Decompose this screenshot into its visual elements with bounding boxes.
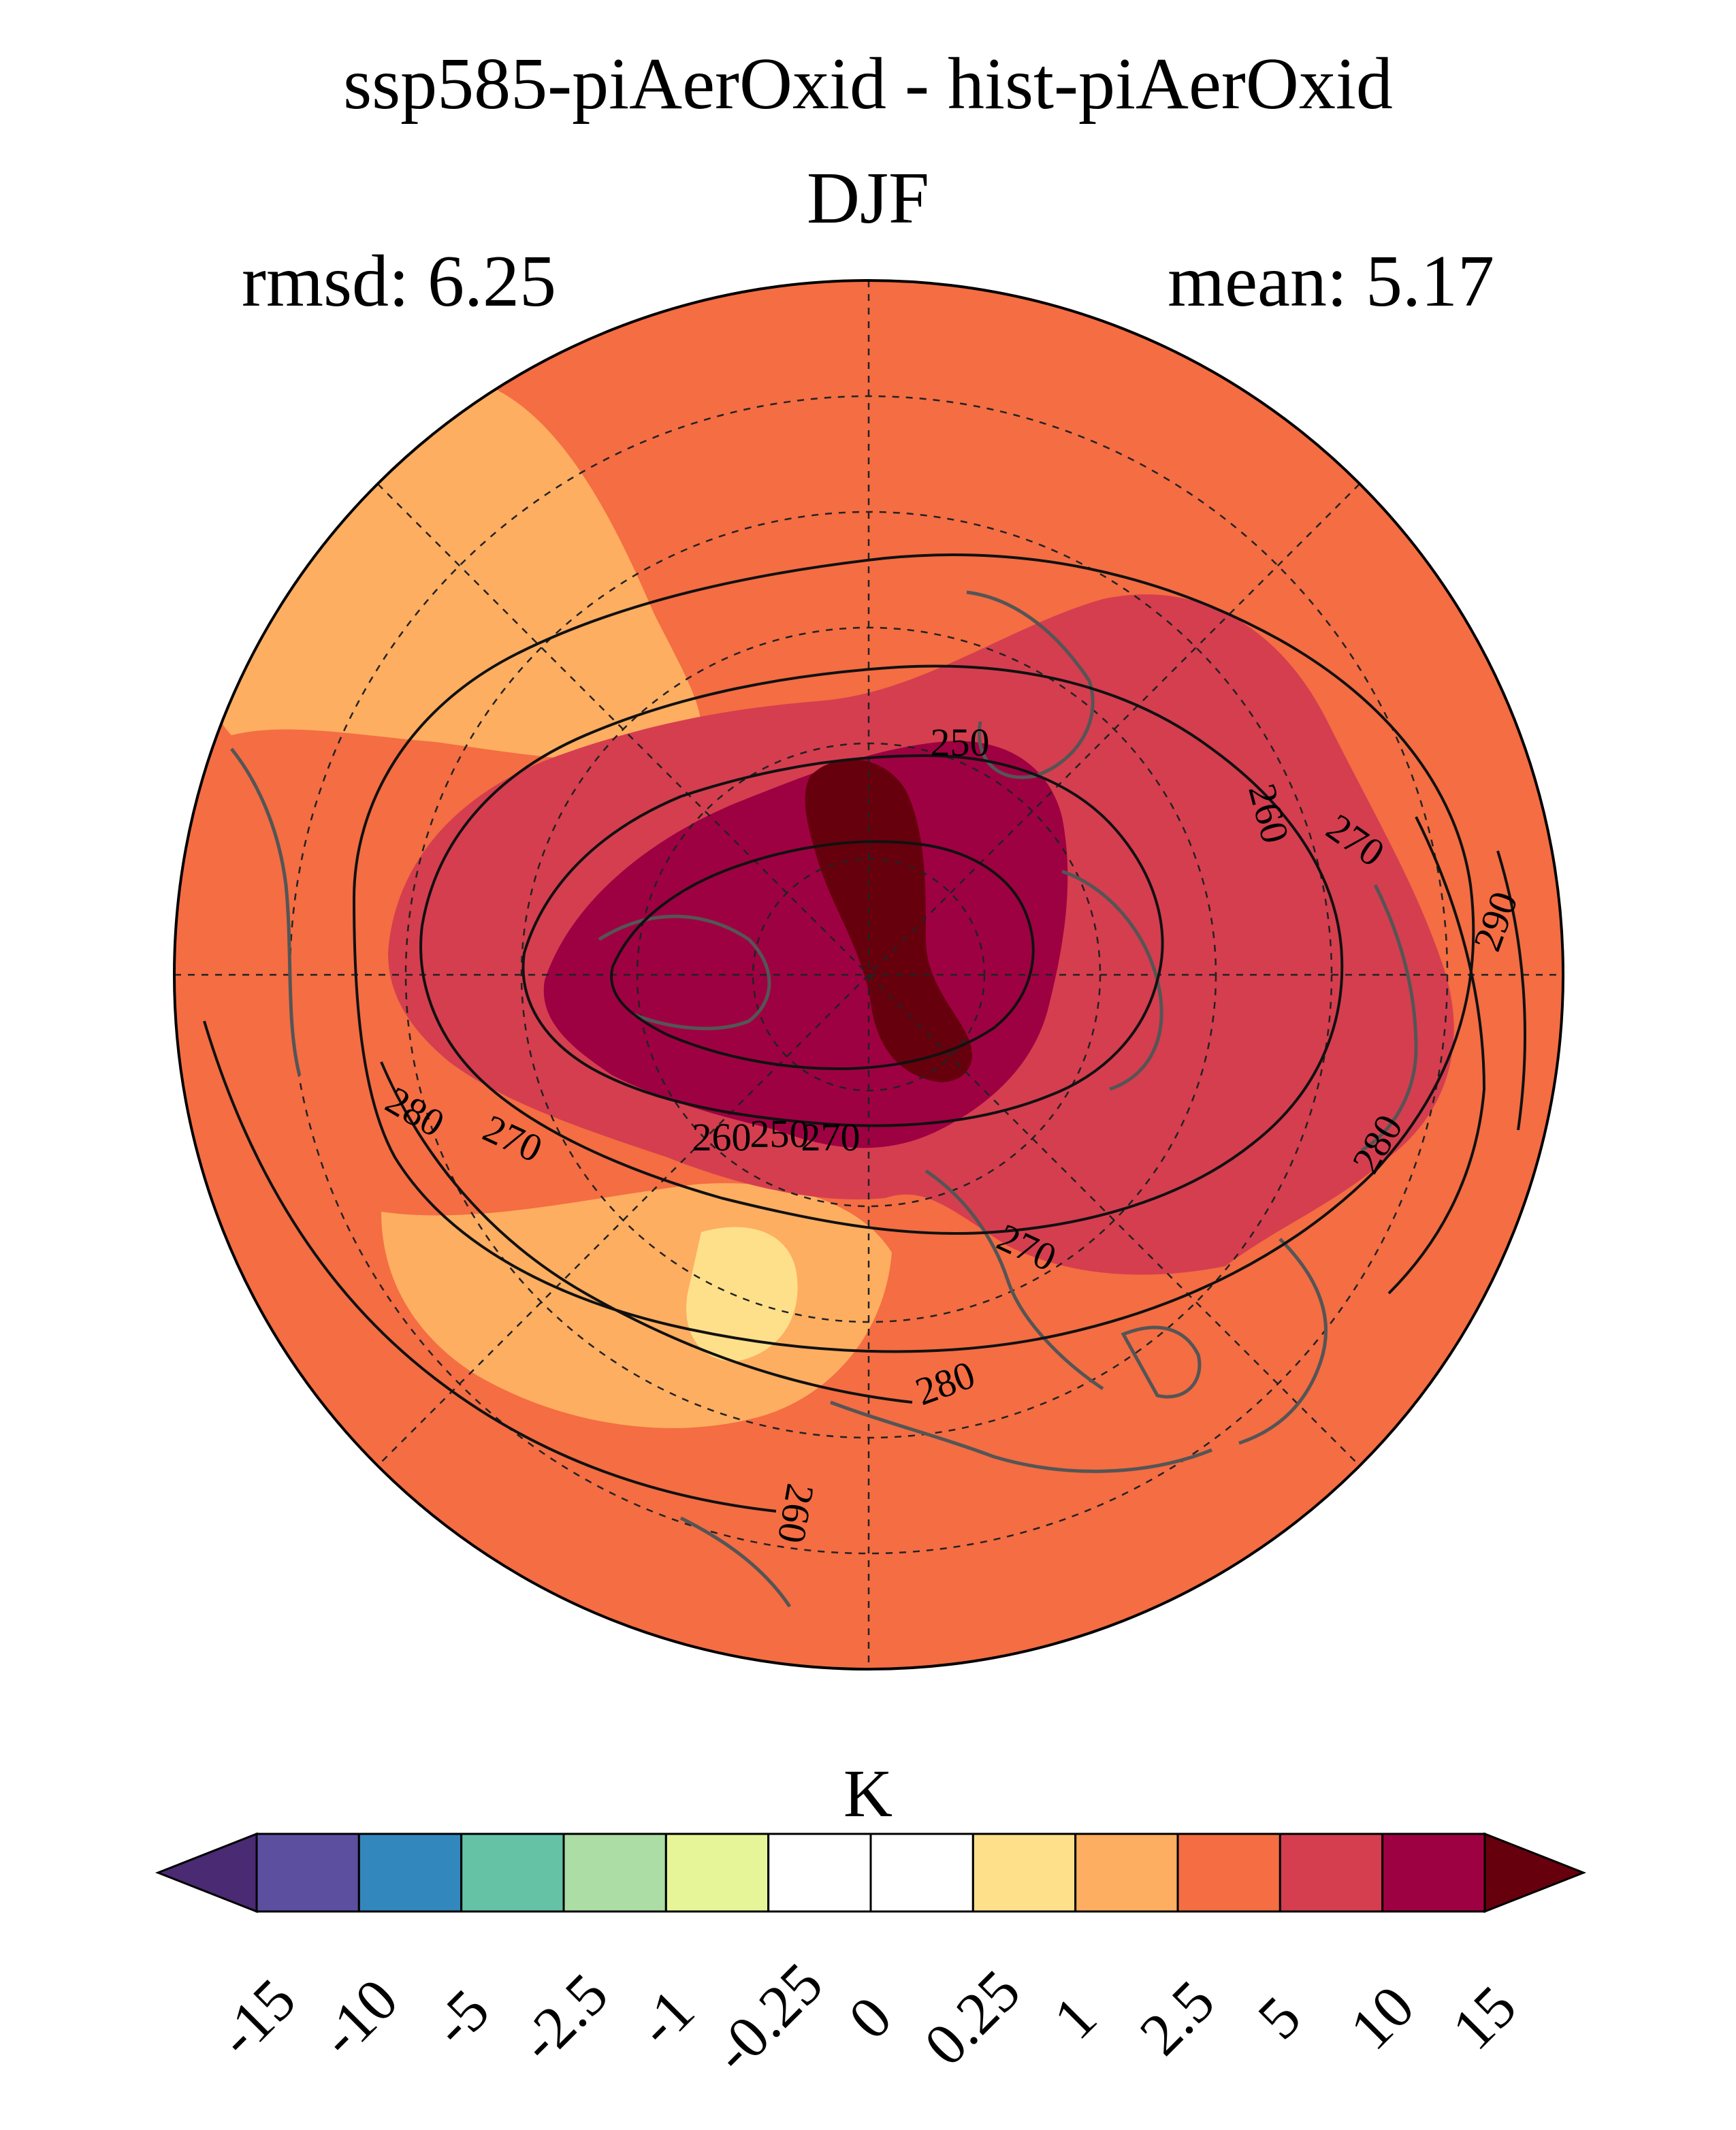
- temperature-contours: [203, 553, 1526, 1513]
- colorbar-swatch: [664, 1833, 770, 1913]
- contour-label: 260: [769, 1481, 823, 1547]
- colorbar-tick-label: -10: [307, 1966, 411, 2070]
- map-fill: [174, 280, 1563, 1669]
- colorbar-swatch: [869, 1833, 974, 1913]
- season-label: DJF: [806, 158, 930, 239]
- colorbar-tick-label: -0.25: [701, 1950, 836, 2086]
- mean-label: mean: 5.17: [1168, 241, 1494, 322]
- colorbar-tick-label: -15: [205, 1966, 308, 2070]
- colorbar-tick-label: 0.25: [912, 1957, 1033, 2079]
- colorbar-swatch: [460, 1833, 565, 1913]
- contour-label: 250: [931, 720, 990, 764]
- colorbar-tick-label: 0: [836, 1984, 905, 2052]
- colorbar-tick-label: 5: [1246, 1984, 1314, 2052]
- map-border: [173, 279, 1564, 1671]
- colorbar-tick-label: 1: [1041, 1984, 1110, 2052]
- colorbar-swatch: [1279, 1833, 1384, 1913]
- colorbar-swatch: [767, 1833, 872, 1913]
- colorbar-tick-label: 10: [1337, 1973, 1427, 2063]
- colorbar-tick-label: 15: [1440, 1973, 1530, 2063]
- contour-label: 250: [750, 1112, 809, 1156]
- anomaly-region-1-2.5: [211, 381, 702, 762]
- colorbar-tick-label: -1: [624, 1977, 707, 2059]
- colorbar-swatch: [1381, 1833, 1486, 1913]
- plot-title: ssp585-piAerOxid - hist-piAerOxid: [343, 44, 1393, 125]
- rmsd-label: rmsd: 6.25: [242, 241, 557, 322]
- anomaly-region-above-15: [805, 759, 972, 1082]
- contour-label: 270: [801, 1115, 861, 1159]
- polar-map: 250 250 260 260 260 270 270 270 270 280 …: [173, 279, 1564, 1671]
- colorbar-swatch: [562, 1833, 667, 1913]
- colorbar-swatch: [971, 1833, 1077, 1913]
- colorbar-tick-label: -2.5: [507, 1961, 621, 2076]
- colorbar-units: K: [843, 1756, 893, 1831]
- colorbar-tick-label: 2.5: [1127, 1968, 1227, 2068]
- colorbar-swatch: [1176, 1833, 1281, 1913]
- colorbar-swatch: [357, 1833, 463, 1913]
- colorbar-swatch: [255, 1833, 360, 1913]
- colorbar-extend-high: [1483, 1832, 1587, 1914]
- colorbar-swatch: [1074, 1833, 1179, 1913]
- colorbar-extend-low: [155, 1832, 258, 1914]
- colorbar-tick-label: -5: [420, 1977, 502, 2059]
- anomaly-region-0.25-1: [686, 1227, 798, 1361]
- graticule: [174, 280, 1563, 1669]
- contour-label: 260: [692, 1115, 752, 1159]
